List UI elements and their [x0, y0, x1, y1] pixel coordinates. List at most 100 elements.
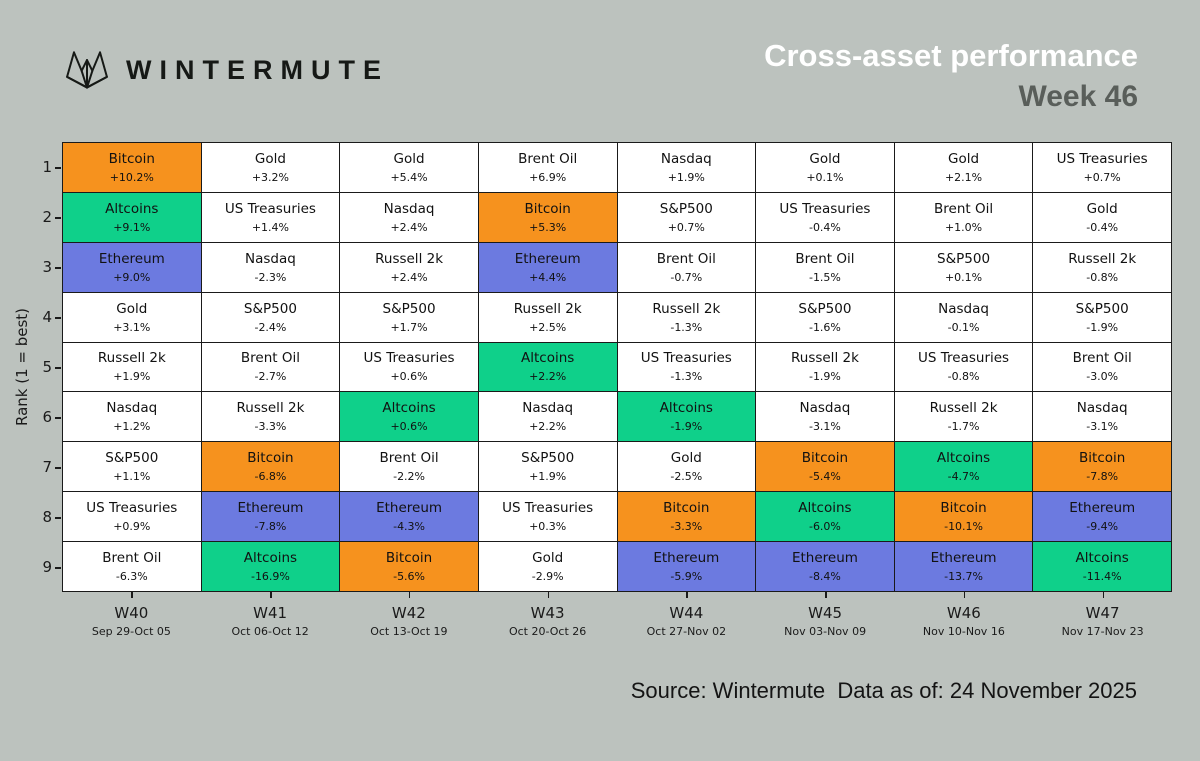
asset-name: Altcoins [659, 400, 713, 417]
week-label: W43 [530, 604, 565, 622]
asset-return: +1.0% [944, 220, 983, 234]
asset-return: +4.4% [529, 270, 567, 284]
asset-return: +1.9% [529, 470, 567, 484]
asset-return: +2.1% [944, 170, 983, 184]
asset-cell: Nasdaq +2.4% [340, 192, 478, 242]
asset-cell: Brent Oil -6.3% [63, 542, 201, 591]
asset-return: -4.7% [947, 470, 980, 484]
asset-cell: Brent Oil -2.7% [201, 342, 340, 392]
asset-return: -2.4% [254, 320, 287, 334]
asset-cell: S&P500 +1.9% [478, 442, 617, 492]
asset-name: Nasdaq [383, 200, 435, 217]
asset-name: Russell 2k [790, 350, 859, 367]
asset-name: Brent Oil [656, 250, 716, 267]
asset-name: Russell 2k [1068, 250, 1137, 267]
asset-cell: Gold -2.9% [478, 542, 617, 591]
asset-name: S&P500 [521, 450, 575, 467]
asset-return: +10.2% [109, 170, 154, 184]
asset-return: -7.8% [254, 520, 287, 534]
asset-name: Brent Oil [795, 250, 855, 267]
asset-name: S&P500 [937, 250, 991, 267]
asset-name: US Treasuries [502, 500, 594, 517]
asset-cell: Gold +3.2% [201, 143, 340, 192]
asset-name: Nasdaq [106, 400, 158, 417]
asset-name: S&P500 [798, 300, 852, 317]
asset-name: Russell 2k [97, 350, 166, 367]
asset-cell: Altcoins +2.2% [478, 342, 617, 392]
y-axis-label: Rank (1 = best) [13, 307, 31, 427]
asset-name: Gold [948, 150, 980, 167]
y-tick-label: 7 [12, 442, 61, 492]
asset-return: -4.3% [393, 520, 426, 534]
asset-return: -1.9% [1086, 320, 1119, 334]
asset-name: Nasdaq [799, 400, 851, 417]
asset-cell: S&P500 -1.9% [1033, 292, 1171, 342]
asset-cell: Ethereum -8.4% [756, 542, 894, 591]
asset-cell: US Treasuries -1.3% [617, 342, 756, 392]
asset-cell: Brent Oil -3.0% [1033, 342, 1171, 392]
asset-return: -6.3% [115, 570, 148, 584]
week-dates: Nov 10-Nov 16 [922, 625, 1005, 638]
asset-return: -10.1% [944, 520, 984, 534]
asset-return: +1.9% [113, 370, 151, 384]
asset-name: Nasdaq [245, 250, 296, 267]
x-tick: W43 Oct 20-Oct 26 [478, 592, 617, 638]
asset-name: US Treasuries [86, 500, 178, 517]
asset-return: +1.4% [251, 220, 290, 234]
asset-return: -5.6% [393, 570, 426, 584]
asset-cell: S&P500 +0.7% [617, 192, 756, 242]
asset-return: +0.9% [113, 520, 151, 534]
asset-name: Brent Oil [518, 150, 578, 167]
asset-cell: Nasdaq -2.3% [201, 242, 340, 292]
asset-cell: Nasdaq -3.1% [756, 392, 894, 442]
asset-cell: US Treasuries -0.4% [756, 192, 894, 242]
asset-return: -1.3% [670, 370, 703, 384]
asset-name: Gold [670, 450, 702, 467]
asset-return: -16.9% [250, 570, 290, 584]
asset-return: -0.1% [947, 320, 980, 334]
asset-return: +0.1% [944, 270, 983, 284]
asset-name: Altcoins [105, 200, 159, 217]
asset-return: -3.3% [254, 420, 287, 434]
asset-return: +3.2% [251, 170, 290, 184]
asset-name: Nasdaq [938, 300, 989, 317]
x-tick: W44 Oct 27-Nov 02 [617, 592, 756, 638]
asset-cell: Brent Oil -1.5% [756, 242, 894, 292]
x-axis: W40 Sep 29-Oct 05 W41 Oct 06-Oct 12 W42 Oct 1… [62, 592, 1172, 638]
asset-return: -2.7% [254, 370, 287, 384]
asset-cell: Bitcoin -6.8% [201, 442, 340, 492]
week-dates: Nov 17-Nov 23 [1061, 625, 1144, 638]
asset-cell: Gold -2.5% [617, 442, 756, 492]
asset-return: +1.2% [113, 420, 151, 434]
chart-titles: Cross-asset performance Week 46 [764, 38, 1138, 119]
asset-return: -0.7% [670, 270, 703, 284]
asset-cell: Brent Oil -0.7% [617, 242, 756, 292]
asset-return: +2.2% [529, 370, 567, 384]
asset-name: Ethereum [98, 250, 165, 267]
asset-cell: Altcoins +9.1% [63, 192, 201, 242]
asset-return: +1.9% [667, 170, 705, 184]
asset-name: Ethereum [237, 500, 304, 517]
asset-cell: Ethereum -9.4% [1033, 492, 1171, 542]
x-tick: W47 Nov 17-Nov 23 [1033, 592, 1172, 638]
asset-name: Bitcoin [1079, 450, 1126, 467]
asset-name: Gold [1086, 200, 1118, 217]
asset-name: Ethereum [514, 250, 581, 267]
asset-cell: Bitcoin +5.3% [478, 192, 617, 242]
asset-name: S&P500 [105, 450, 159, 467]
asset-return: +0.7% [667, 220, 705, 234]
asset-return: -6.0% [808, 520, 841, 534]
asset-cell: Russell 2k -1.3% [617, 292, 756, 342]
asset-return: +5.3% [529, 220, 567, 234]
wintermute-logo-icon [64, 50, 110, 90]
asset-return: -3.0% [1086, 370, 1119, 384]
asset-name: Bitcoin [940, 500, 987, 517]
asset-cell: Bitcoin -5.6% [340, 542, 478, 591]
asset-cell: Russell 2k +1.9% [63, 342, 201, 392]
asset-cell: Russell 2k -0.8% [1033, 242, 1171, 292]
asset-name: S&P500 [382, 300, 436, 317]
asset-cell: Altcoins -11.4% [1033, 542, 1171, 591]
asset-cell: US Treasuries +0.6% [340, 342, 478, 392]
asset-return: +0.6% [390, 370, 428, 384]
asset-cell: Brent Oil -2.2% [340, 442, 478, 492]
